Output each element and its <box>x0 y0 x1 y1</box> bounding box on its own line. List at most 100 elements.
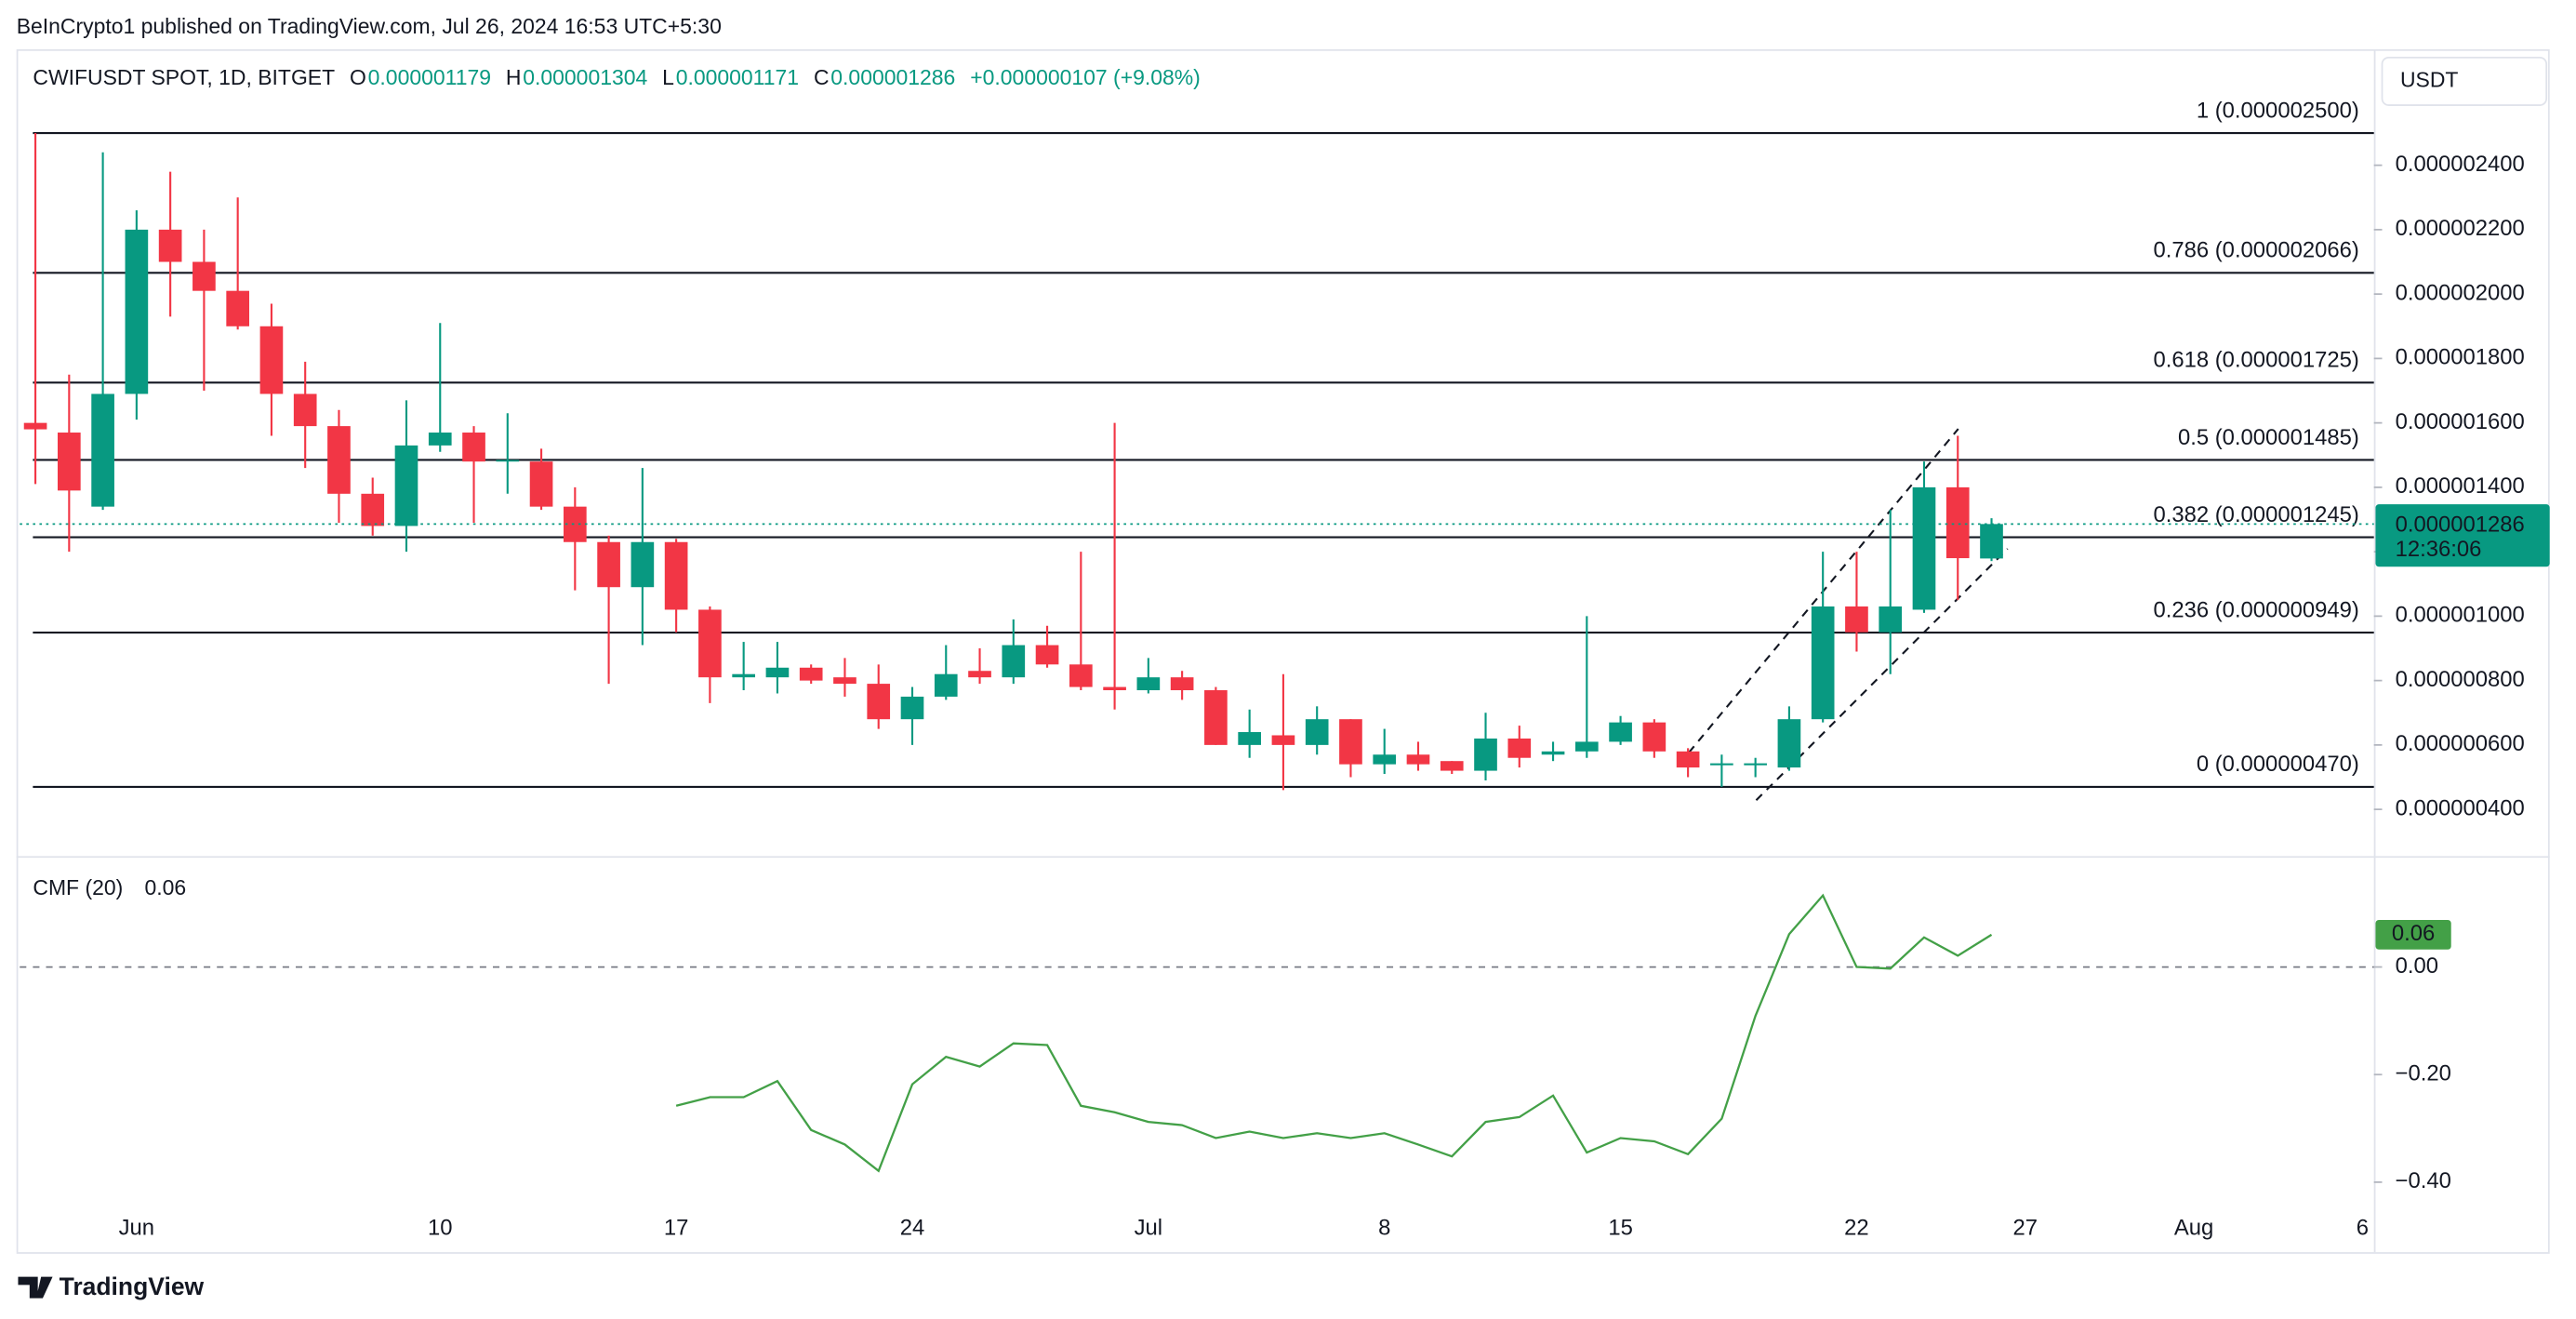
brand: TradingView <box>18 1272 205 1300</box>
last-price-label: 0.000001286 <box>2396 512 2525 537</box>
candle-body <box>1879 606 1903 633</box>
candle-body <box>1035 645 1059 665</box>
symbol-legend: CWIFUSDT SPOT, 1D, BITGET O 0.000001179 H 0.… <box>33 65 1200 89</box>
currency-label[interactable]: USDT <box>2400 68 2458 92</box>
legend-key: O <box>350 65 366 89</box>
legend-value: 0.000001286 <box>830 65 955 89</box>
candle-body <box>361 493 385 526</box>
candle-body <box>664 541 688 610</box>
attribution: BeInCrypto1 published on TradingView.com… <box>17 14 722 38</box>
candle-body <box>293 393 317 427</box>
candle-body <box>1069 664 1093 687</box>
fib-label: 1 (0.000002500) <box>2197 98 2359 123</box>
candle-body <box>496 460 520 462</box>
x-tick-label: Jul <box>1135 1216 1162 1241</box>
candle-body <box>1136 677 1161 691</box>
brand-logo <box>18 1276 53 1299</box>
y-tick-label: −0.20 <box>2396 1061 2451 1086</box>
candle-body <box>1170 677 1194 691</box>
candle-body <box>765 667 790 678</box>
fib-label: 0.618 (0.000001725) <box>2154 348 2359 373</box>
candle-body <box>1541 751 1565 755</box>
brand-name: TradingView <box>60 1272 205 1300</box>
candle-body <box>226 290 249 326</box>
candle-body <box>631 541 655 588</box>
x-tick-label: 17 <box>664 1216 689 1241</box>
fib-label: 0.786 (0.000002066) <box>2154 238 2359 263</box>
fib-label: 0.382 (0.000001245) <box>2154 502 2359 527</box>
x-tick-label: 6 <box>2357 1216 2369 1241</box>
chart-frame <box>16 48 2550 1254</box>
cmf-value-label: 0.06 <box>2392 921 2435 946</box>
candle-body <box>1373 754 1397 765</box>
x-tick-label: 15 <box>1608 1216 1633 1241</box>
y-tick-label: 0.000000800 <box>2396 667 2525 692</box>
candle-body <box>1002 645 1026 678</box>
candle-body <box>1744 763 1767 766</box>
x-tick-label: 22 <box>1844 1216 1869 1241</box>
candle-body <box>934 673 958 697</box>
y-tick-label: 0.000002200 <box>2396 216 2525 241</box>
fib-label: 0.236 (0.000000949) <box>2154 597 2359 622</box>
y-tick-label: 0.000001000 <box>2396 603 2525 628</box>
x-tick-label: 24 <box>900 1216 925 1241</box>
candle-body <box>394 445 418 526</box>
candle-body <box>1811 606 1835 720</box>
cmf-value-box <box>2375 919 2451 950</box>
candle-body <box>1676 751 1700 768</box>
candle-body <box>1103 686 1126 691</box>
candle-body <box>1574 741 1599 752</box>
last-price-box <box>2375 504 2550 567</box>
candle-body <box>1507 738 1532 758</box>
x-tick-label: 27 <box>2013 1216 2038 1241</box>
y-tick-label: 0.000000400 <box>2396 795 2525 820</box>
y-tick-label: 0.000001800 <box>2396 345 2525 370</box>
symbol-title: CWIFUSDT SPOT, 1D, BITGET <box>33 65 335 89</box>
legend-value: 0.000001304 <box>523 65 647 89</box>
candle-body <box>58 433 81 491</box>
legend-key: C <box>814 65 830 89</box>
candle-body <box>1980 524 2003 559</box>
x-tick-label: Aug <box>2174 1216 2213 1241</box>
candle-body <box>259 326 284 394</box>
legend-key: L <box>662 65 674 89</box>
legend-value: 0.000001171 <box>676 65 799 89</box>
indicator-value: 0.06 <box>144 875 186 899</box>
candle-body <box>529 461 553 507</box>
candle-body <box>428 433 452 446</box>
candle-body <box>833 677 856 685</box>
candle-body <box>462 433 485 462</box>
candle-body <box>1912 486 1936 610</box>
currency-button[interactable] <box>2381 56 2548 106</box>
cmf-line <box>675 893 1993 1173</box>
candle-body <box>900 696 924 720</box>
x-tick-label: 8 <box>1378 1216 1390 1241</box>
candle-body <box>1238 732 1261 745</box>
candle-body <box>158 229 182 262</box>
legend-key: H <box>506 65 522 89</box>
x-tick-label: 10 <box>428 1216 453 1241</box>
candle-body <box>1845 606 1868 633</box>
candle-body <box>1339 719 1362 765</box>
y-tick-label: 0.000002400 <box>2396 152 2525 177</box>
candle-body <box>1271 735 1295 745</box>
candle-body <box>1642 722 1666 752</box>
candle-body <box>698 609 722 678</box>
candle-body <box>799 667 823 681</box>
y-tick-label: 0.000001400 <box>2396 473 2525 499</box>
candle-body <box>1305 719 1329 745</box>
candle-body <box>1777 719 1801 768</box>
candle-body <box>327 426 351 494</box>
candle-body <box>1406 754 1430 765</box>
candle-body <box>125 229 149 394</box>
candle-body <box>91 393 114 507</box>
x-tick-label: Jun <box>119 1216 154 1241</box>
candle-body <box>1204 690 1228 745</box>
legend-change: +0.000000107 (+9.08%) <box>970 65 1201 89</box>
candle-body <box>732 673 755 678</box>
candle-body <box>597 541 620 588</box>
y-tick-label: −0.40 <box>2396 1168 2451 1193</box>
